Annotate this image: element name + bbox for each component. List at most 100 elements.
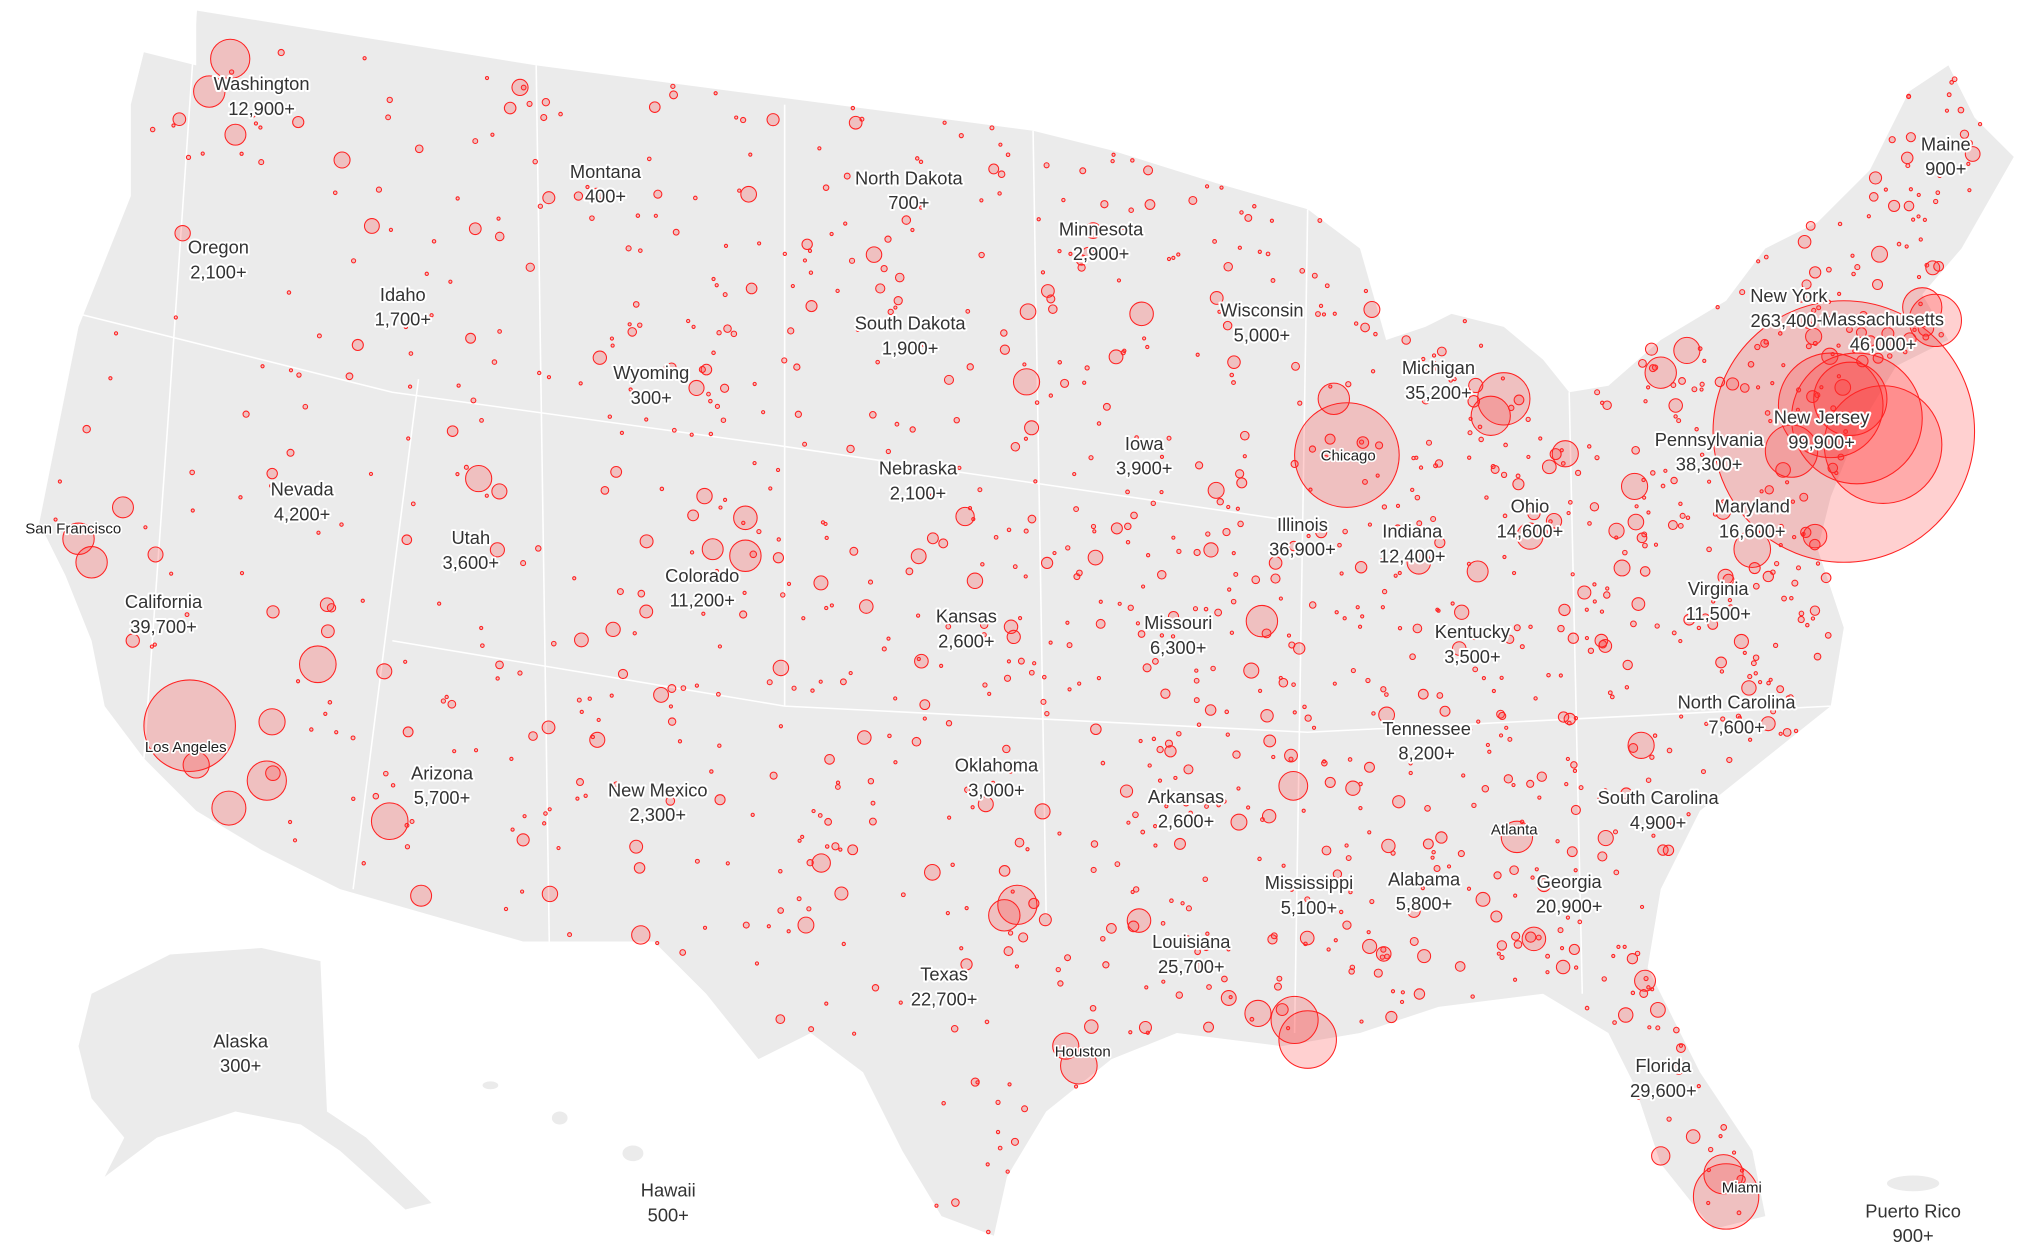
state-name: Maine [1921,133,1971,154]
county-dot [1194,962,1203,971]
county-dot [847,844,859,856]
county-dot [708,398,713,404]
county-dot [383,770,389,777]
county-dot [1413,988,1426,1000]
county-dot [1084,1019,1099,1034]
bubble [1627,731,1655,759]
county-dot [1027,514,1037,524]
county-dot [1111,152,1116,157]
county-dot [1304,714,1312,722]
county-dot [1132,811,1139,819]
county-dot [288,368,294,373]
county-dot [893,760,898,765]
county-dot [1498,733,1504,738]
county-dot [817,146,822,151]
county-dot [1699,452,1705,458]
county-dot [781,357,788,364]
county-dot [1180,901,1185,906]
state-name: Kansas [936,605,997,626]
county-dot [484,493,489,498]
county-dot [1535,934,1542,941]
county-dot [858,599,874,614]
county-dot [1811,307,1817,314]
county-dot [1138,1020,1152,1034]
county-dot [1797,234,1812,249]
county-dot [316,333,322,339]
county-dot [1966,161,1971,166]
county-dot [1467,455,1472,460]
state-count: 12,900+ [228,98,295,119]
county-dots [53,48,1983,1235]
county-dot [1315,526,1328,539]
county-dot [1089,1004,1097,1012]
state-count: 1,900+ [882,337,938,358]
county-dot [1949,80,1954,85]
county-dot [208,248,213,253]
county-dot [985,1162,990,1167]
county-dot [1178,934,1193,949]
county-dot [1645,777,1652,783]
county-dot [1644,342,1659,356]
state-count: 263,400+ [1750,310,1827,331]
county-dot [655,940,660,946]
county-dot [1435,831,1448,844]
county-dot [1778,523,1784,529]
county-dot [1291,682,1296,687]
county-dot [648,101,661,113]
county-dot [1622,549,1628,556]
county-dot [1007,768,1014,774]
county-dot [865,246,883,263]
county-dot [1433,864,1441,872]
county-dot [1233,571,1239,577]
state-count: 500+ [648,1204,689,1225]
county-dot [440,698,447,704]
county-dot [1311,725,1317,730]
county-dot [547,807,552,812]
county-dot [1511,570,1517,576]
county-dot [964,786,971,794]
county-dot [1778,731,1783,736]
county-dot [1566,846,1578,858]
county-dot [1363,761,1375,773]
county-dot [1597,795,1608,806]
bubble [1620,472,1649,501]
county-dot [1270,932,1278,940]
county-dot [810,688,815,693]
county-dot [1618,1007,1634,1023]
county-dot [720,417,727,423]
county-dot [1060,378,1070,388]
county-dot [1270,573,1281,584]
county-dot [1073,506,1080,513]
county-dot [1102,402,1111,411]
county-dot [1759,489,1764,494]
county-dot [696,790,701,795]
county-dot [1762,570,1774,583]
county-dot [1220,990,1237,1006]
county-dot [1207,481,1225,499]
state-count: 3,900+ [1116,458,1172,479]
county-dot [1356,436,1370,449]
county-dot [596,717,601,723]
county-dot [1499,675,1504,680]
county-dot [613,781,620,787]
county-dot [1702,358,1707,363]
county-dot [489,542,505,558]
county-dot [1699,387,1704,392]
county-dot [1231,380,1236,386]
county-dot [1002,744,1011,754]
county-dot [1260,817,1265,822]
county-dot [1221,975,1228,983]
county-dot [1359,1019,1364,1024]
county-dot [185,154,192,161]
county-dot [1634,504,1639,509]
county-dot [1810,616,1816,621]
county-dot [1308,487,1313,492]
county-dot [717,644,723,649]
county-dot [824,535,829,541]
county-dot [589,215,595,221]
county-dot [1157,778,1163,783]
bubble [1012,368,1041,396]
county-dot [1866,214,1871,219]
county-dot [472,138,479,145]
